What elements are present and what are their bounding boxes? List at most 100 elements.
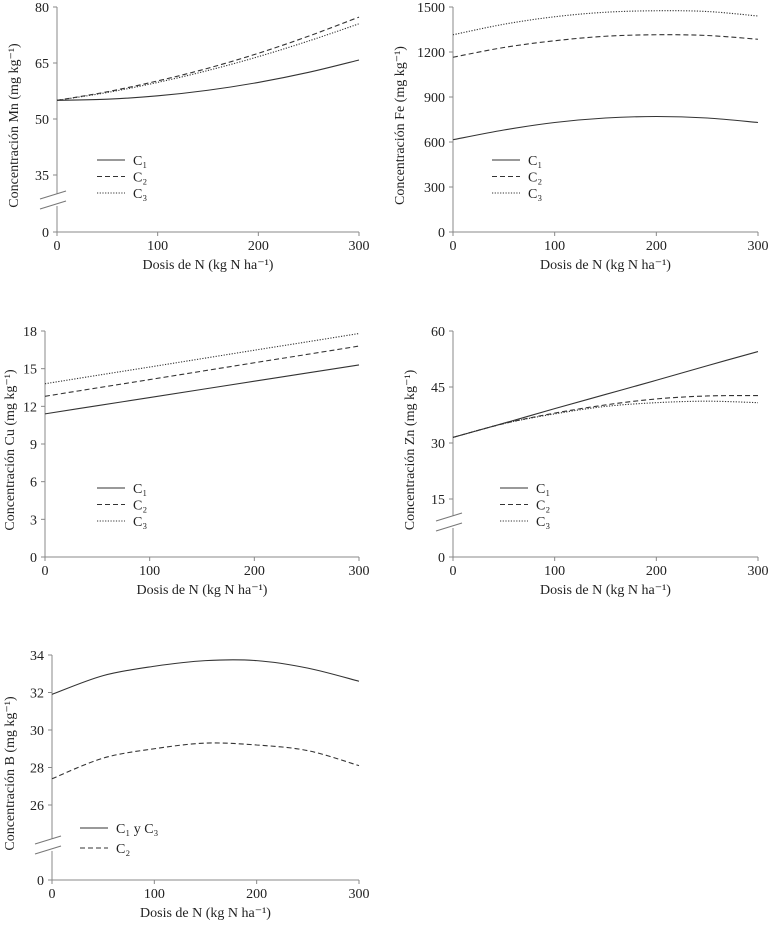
- x-tick-label: 300: [349, 564, 370, 579]
- x-tick-label: 100: [147, 239, 168, 254]
- y-tick-label: 300: [424, 181, 445, 196]
- y-tick-label: 0: [42, 226, 49, 241]
- legend-label: C₂: [536, 499, 550, 514]
- y-tick-label: 15: [23, 363, 37, 378]
- series-line-1: [452, 351, 759, 438]
- x-tick-label: 300: [349, 239, 370, 254]
- x-tick-label: 0: [450, 564, 457, 579]
- series-line-2: [44, 345, 360, 397]
- axis-break-line: [435, 522, 463, 532]
- y-tick-label: 15: [431, 493, 445, 508]
- x-tick-label: 200: [246, 887, 267, 902]
- y-axis-title: Concentración Cu (mg kg⁻¹): [3, 369, 18, 531]
- y-tick-label: 0: [438, 551, 445, 566]
- x-axis-title: Dosis de N (kg N ha⁻¹): [143, 258, 274, 273]
- y-tick-label: 3: [30, 513, 37, 528]
- legend-label: C₂: [133, 171, 147, 186]
- axis-break-line: [39, 200, 67, 210]
- x-tick-label: 0: [54, 239, 61, 254]
- y-tick-label: 0: [438, 226, 445, 241]
- y-tick-label: 18: [23, 325, 37, 340]
- series-line-1: [452, 115, 759, 141]
- panel-mn: 0 35 50 65 80 0 100 200 300 Dosis de N (kg N ha⁻¹…: [7, 1, 370, 273]
- x-tick-label: 100: [139, 564, 160, 579]
- y-tick-label: 600: [424, 136, 445, 151]
- y-tick-label: 9: [30, 438, 37, 453]
- legend-label: C₁: [133, 482, 147, 497]
- axis-break-line: [34, 845, 62, 855]
- y-tick-label: 26: [30, 799, 44, 814]
- x-tick-label: 200: [646, 564, 667, 579]
- y-tick-label: 6: [30, 476, 37, 491]
- legend-label: C₃: [536, 515, 550, 530]
- x-tick-label: 200: [244, 564, 265, 579]
- x-tick-label: 100: [544, 239, 565, 254]
- legend-label: C₁: [528, 154, 542, 169]
- x-tick-label: 0: [42, 564, 49, 579]
- x-tick-label: 0: [450, 239, 457, 254]
- y-tick-label: 60: [431, 325, 445, 340]
- legend-label: C₃: [133, 187, 147, 202]
- series-line-1: [56, 59, 360, 101]
- axis-break-gap: [50, 839, 54, 851]
- series-line-2: [452, 34, 759, 58]
- series-line-3: [56, 23, 360, 101]
- axis-break-gap: [55, 194, 59, 206]
- y-tick-label: 30: [431, 437, 445, 452]
- axis-break-marks: [39, 190, 67, 210]
- axis-break-marks: [34, 835, 62, 855]
- y-axis-title: Concentración Zn (mg kg⁻¹): [403, 369, 418, 530]
- legend-label: C₃: [133, 515, 147, 530]
- series-line-2: [51, 742, 360, 780]
- y-tick-label: 12: [23, 400, 37, 415]
- legend-label: C₁: [536, 482, 550, 497]
- axis-break-marks: [435, 512, 463, 532]
- legend-label: C₁: [133, 154, 147, 169]
- legend-label: C₂: [133, 499, 147, 514]
- series-line-1: [44, 364, 360, 415]
- y-axis-title: Concentración Mn (mg kg⁻¹): [7, 43, 22, 208]
- series-line-1: [51, 659, 360, 695]
- series-line-2: [452, 395, 759, 438]
- y-tick-label: 28: [30, 762, 44, 777]
- y-tick-label: 30: [30, 724, 44, 739]
- y-tick-label: 65: [35, 57, 49, 72]
- panel-fe: 0 300 600 900 1200 1500 0 100 200 300 Dosis de N (…: [393, 1, 768, 273]
- axis-break-gap: [451, 516, 455, 528]
- y-tick-label: 34: [30, 649, 44, 664]
- x-axis-title: Dosis de N (kg N ha⁻¹): [137, 583, 268, 598]
- y-tick-label: 32: [30, 687, 44, 702]
- x-tick-label: 300: [748, 239, 768, 254]
- panel-zn: 0 15 30 45 60 0 100 200 300 Dosis de N (kg N ha⁻¹…: [403, 325, 768, 598]
- y-axis-title: Concentración Fe (mg kg⁻¹): [393, 46, 408, 205]
- axis-break-line: [39, 190, 67, 200]
- x-tick-label: 100: [544, 564, 565, 579]
- series-line-3: [44, 332, 360, 385]
- y-tick-label: 0: [37, 874, 44, 889]
- x-tick-label: 200: [646, 239, 667, 254]
- y-tick-label: 900: [424, 91, 445, 106]
- x-tick-label: 100: [144, 887, 165, 902]
- legend-label: C₃: [528, 187, 542, 202]
- series-line-3: [452, 400, 759, 438]
- y-tick-label: 50: [35, 113, 49, 128]
- y-tick-label: 35: [35, 169, 49, 184]
- x-axis-title: Dosis de N (kg N ha⁻¹): [140, 906, 271, 921]
- y-tick-label: 1200: [417, 46, 445, 61]
- x-axis-title: Dosis de N (kg N ha⁻¹): [540, 258, 671, 273]
- x-axis-title: Dosis de N (kg N ha⁻¹): [540, 583, 671, 598]
- legend-label: C₁ y C₃: [116, 822, 159, 837]
- legend-label: C₂: [528, 171, 542, 186]
- panel-b: 0 26 28 30 32 34 0 100 200 300 Dosis de N (kg N ha…: [3, 649, 370, 921]
- y-tick-label: 80: [35, 1, 49, 16]
- legend-label: C₂: [116, 842, 130, 857]
- x-tick-label: 300: [349, 887, 370, 902]
- series-line-3: [452, 10, 759, 36]
- y-tick-label: 1500: [417, 1, 445, 16]
- y-tick-label: 45: [431, 381, 445, 396]
- axis-break-line: [435, 512, 463, 522]
- y-axis-title: Concentración B (mg kg⁻¹): [3, 696, 18, 851]
- x-tick-label: 200: [248, 239, 269, 254]
- x-tick-label: 0: [49, 887, 56, 902]
